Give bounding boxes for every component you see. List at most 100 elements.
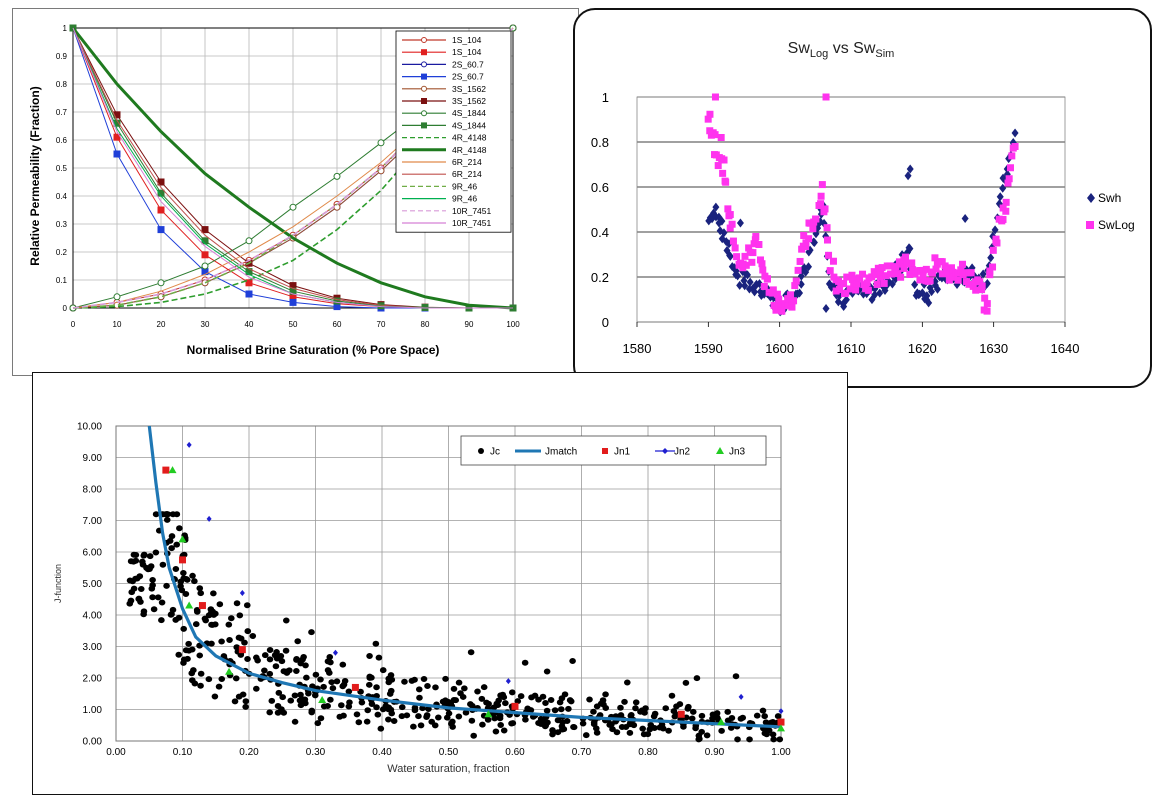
data-point <box>179 556 186 564</box>
y-tick-label: 0.6 <box>56 136 68 145</box>
jc-point <box>233 600 241 607</box>
data-point <box>989 246 997 254</box>
data-point <box>289 282 297 290</box>
data-point <box>886 262 894 270</box>
data-point <box>186 441 192 448</box>
data-point <box>201 237 209 245</box>
jc-point <box>602 691 609 698</box>
jc-point <box>130 558 137 565</box>
data-point <box>878 264 886 272</box>
jc-point <box>137 586 145 593</box>
data-point <box>919 272 927 280</box>
legend-label: 4S_1844 <box>452 120 486 130</box>
jc-point <box>387 672 395 679</box>
x-tick-label: 1.00 <box>771 747 791 758</box>
jc-point <box>599 697 607 704</box>
data-point <box>986 267 994 275</box>
jc-point <box>216 601 224 608</box>
jc-point <box>374 711 382 718</box>
data-point <box>987 253 995 263</box>
y-tick-label: 6.00 <box>83 548 103 559</box>
data-point <box>958 260 966 268</box>
x-tick-label: 1630 <box>979 341 1008 356</box>
jc-point <box>684 705 692 712</box>
data-point <box>1002 198 1010 206</box>
jc-point <box>561 691 569 698</box>
jc-point <box>167 611 175 618</box>
jc-point <box>457 690 464 697</box>
jc-point <box>338 702 345 709</box>
jc-point <box>497 722 504 729</box>
data-point <box>289 287 297 295</box>
jc-point <box>557 706 565 713</box>
y-tick-label: 0.1 <box>56 276 68 285</box>
jc-point <box>379 667 387 674</box>
data-point <box>775 295 783 303</box>
data-point <box>245 279 253 287</box>
jc-point <box>302 662 309 669</box>
jc-point <box>411 707 419 714</box>
jc-point <box>388 710 396 717</box>
data-point <box>157 178 165 186</box>
jc-point <box>508 689 516 696</box>
jc-point <box>291 718 299 725</box>
jc-point <box>232 675 240 682</box>
data-point <box>729 237 737 245</box>
data-point <box>157 279 165 287</box>
data-point <box>245 290 253 298</box>
jc-point <box>567 698 575 705</box>
jc-point <box>570 724 578 731</box>
data-point <box>796 288 804 298</box>
data-point <box>377 139 385 147</box>
legend-marker <box>662 448 668 454</box>
jc-point <box>420 675 428 682</box>
jc-point <box>300 653 307 660</box>
jc-point <box>671 713 679 720</box>
y-tick-label: 0.2 <box>591 270 609 285</box>
jc-point <box>196 652 204 659</box>
jc-point <box>197 670 205 677</box>
jc-point <box>484 716 492 723</box>
data-point <box>871 290 879 300</box>
data-point <box>926 277 934 285</box>
jc-point <box>294 638 302 645</box>
data-point <box>318 696 327 704</box>
data-point <box>817 192 825 200</box>
jc-point <box>416 694 423 701</box>
data-point <box>792 277 800 285</box>
x-tick-label: 20 <box>157 320 166 329</box>
chart-group: SwLog vs SwSim 0 0.2 0.4 0.6 0.8 1 1580 1590 1600… <box>591 40 1135 356</box>
data-point <box>932 265 940 273</box>
data-point <box>836 286 844 294</box>
data-point <box>822 304 830 313</box>
data-point <box>791 282 799 290</box>
jc-point <box>613 729 621 736</box>
jc-point <box>308 629 315 636</box>
title-text: vs Sw <box>828 40 876 57</box>
legend-label: 10R_7451 <box>452 206 492 216</box>
jc-point <box>235 634 243 641</box>
jc-point <box>218 638 225 645</box>
jc-point <box>314 720 322 727</box>
y-tick-label: 1.00 <box>83 705 103 716</box>
jc-point <box>353 711 361 718</box>
data-point <box>840 301 848 311</box>
jc-point <box>480 712 488 719</box>
jc-point <box>769 731 777 738</box>
jc-point <box>478 695 486 702</box>
data-point <box>717 134 725 141</box>
jc-point <box>205 676 213 683</box>
jc-point <box>182 590 190 597</box>
jc-point <box>140 611 147 618</box>
y-tick-label: 0.7 <box>56 108 68 117</box>
jc-point <box>135 595 143 602</box>
data-point <box>961 269 969 277</box>
data-point <box>906 244 914 254</box>
jc-point <box>450 685 458 692</box>
jc-point <box>355 719 363 726</box>
data-point <box>911 280 919 290</box>
data-point <box>961 214 969 223</box>
data-point <box>950 273 958 281</box>
data-point <box>978 282 986 290</box>
data-point <box>864 286 872 294</box>
